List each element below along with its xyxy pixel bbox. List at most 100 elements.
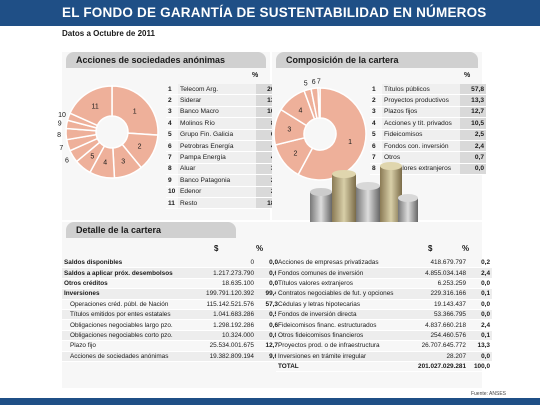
composition-pct: 12,7	[460, 106, 486, 119]
shares-number: 1	[166, 84, 178, 96]
detail-left-label: Obligaciones negociables largo pzo.	[62, 319, 190, 331]
shares-slice-label-5: 5	[90, 153, 94, 160]
detail-right-pct: 0,0	[468, 299, 492, 310]
shares-number: 3	[166, 106, 178, 119]
shares-label: Resto	[178, 197, 256, 210]
detail-right-amount: 4.855.034.148	[408, 267, 468, 279]
detail-left-row: Otros créditos 18.635.100 0,0	[62, 278, 280, 290]
shares-slice-label-4: 4	[103, 160, 107, 167]
composition-pct: 0,0	[460, 163, 486, 176]
detail-left-amount: 115.142.521.576	[190, 299, 256, 310]
detail-right-amount: 4.837.660.218	[408, 319, 468, 331]
detail-right-row: Fondos comunes de inversión 4.855.034.148…	[276, 267, 492, 279]
detail-left-row: Obligaciones negociables largo pzo. 1.298…	[62, 319, 280, 331]
composition-pct: 2,5	[460, 129, 486, 141]
left-pct-header: %	[252, 72, 259, 79]
portfolio-slice-label-6: 6	[312, 79, 316, 86]
shares-slice-label-3: 3	[121, 158, 125, 165]
composition-label: Plazos fijos	[382, 106, 460, 119]
detail-left-label: Operaciones créd. públ. de Nación	[62, 299, 190, 310]
detail-left-amount: 1.217.273.790	[190, 267, 256, 279]
detail-right-label: Otros fideicomisos financieros	[276, 330, 408, 342]
composition-label: Fondos con. inversión	[382, 140, 460, 153]
detail-right-row: Inversiones en trámite irregular 28.207 0,…	[276, 351, 492, 362]
detail-right-label: Fideicomisos financ. estructurados	[276, 319, 408, 331]
detail-left-row: Títulos emitidos por entes estatales 1.04…	[62, 309, 280, 321]
detail-table-right: Acciones de empresas privatizadas 418.679…	[276, 258, 492, 373]
composition-number: 7	[370, 151, 382, 164]
detail-left-pct: 0,0	[256, 278, 280, 290]
detail-left-pct: 99,4	[256, 288, 280, 300]
right-panel-header: Composición de la cartera	[276, 52, 478, 68]
shares-label: Aluar	[178, 163, 256, 176]
shares-label: Banco Macro	[178, 106, 256, 119]
composition-label: Tít. valores extranjeros	[382, 163, 460, 176]
shares-slice-label-2: 2	[138, 144, 142, 151]
portfolio-slice-label-7: 7	[317, 79, 321, 86]
pie-chart-shares: 1 2 3 4 5 67 8 9 10 11	[57, 85, 159, 179]
shares-number: 5	[166, 129, 178, 141]
detail-right-row: Contratos negociables de fut. y opciones…	[276, 288, 492, 300]
shares-number: 7	[166, 151, 178, 164]
detail-left-amount: 25.534.001.675	[190, 340, 256, 352]
detail-left-amount: 19.382.809.194	[190, 351, 256, 362]
detail-left-pct: 0,0	[256, 330, 280, 342]
detail-left-pct: 12,7	[256, 340, 280, 352]
shares-row: 2Siderar13,0	[166, 94, 282, 107]
date-label: Datos a Octubre de 2011	[62, 29, 155, 38]
detail-left-pct: 0,6	[256, 319, 280, 331]
composition-number: 6	[370, 140, 382, 153]
shares-slice-11	[69, 85, 113, 127]
shares-slice-label-11: 11	[92, 103, 99, 110]
detail-left-amount: 10.324.000	[190, 330, 256, 342]
detail-right-label: Inversiones en trámite irregular	[276, 351, 408, 362]
total-row: TOTAL 201.027.029.281 100,0	[276, 360, 492, 373]
shares-slice-label-10: 10	[58, 112, 66, 119]
shares-slice-label-6: 6	[65, 158, 69, 165]
composition-row: 1 Títulos públicos 57,8	[370, 84, 486, 96]
composition-row: 5 Fideicomisos 2,5	[370, 129, 486, 141]
total-amount: 201.027.029.281	[408, 360, 468, 373]
detail-right-pct-header: %	[462, 244, 470, 253]
composition-number: 8	[370, 163, 382, 176]
portfolio-slice-label-5: 5	[304, 80, 308, 87]
composition-number: 5	[370, 129, 382, 141]
right-pct-header: %	[464, 72, 471, 79]
detail-left-label: Títulos emitidos por entes estatales	[62, 309, 190, 321]
detail-right-pct: 0,0	[468, 309, 492, 321]
shares-number: 6	[166, 140, 178, 153]
composition-label: Fideicomisos	[382, 129, 460, 141]
detail-left-pct: 57,3	[256, 299, 280, 310]
composition-row: 8 Tít. valores extranjeros 0,0	[370, 163, 486, 176]
detail-left-amount: 1.041.683.286	[190, 309, 256, 321]
composition-table: 1 Títulos públicos 57,8 2 Proyectos producti…	[370, 84, 486, 176]
detail-right-row: Acciones de empresas privatizadas 418.679…	[276, 258, 492, 269]
shares-number: 11	[166, 197, 178, 210]
shares-row: 11Resto18,3	[166, 197, 282, 210]
shares-slice-label-8: 8	[57, 132, 61, 139]
bottom-bar	[0, 398, 540, 405]
detail-right-label: Fondos comunes de inversión	[276, 267, 408, 279]
detail-left-label: Otros créditos	[62, 278, 190, 290]
shares-slice-label-9: 9	[58, 121, 62, 128]
detail-right-row: Fideicomisos financ. estructurados 4.837.…	[276, 319, 492, 331]
shares-label: Pampa Energía	[178, 151, 256, 164]
composition-pct: 13,3	[460, 94, 486, 107]
shares-label: Molinos Río	[178, 117, 256, 130]
composition-pct: 2,4	[460, 140, 486, 153]
detail-right-amount: 254.460.576	[408, 330, 468, 342]
composition-number: 4	[370, 117, 382, 130]
detail-left-amount: 0	[190, 258, 256, 269]
detail-left-amount: 199.791.120.392	[190, 288, 256, 300]
portfolio-slice-1	[297, 87, 367, 181]
detail-left-pct: 0,0	[256, 258, 280, 269]
detail-right-label: Cédulas y letras hipotecarias	[276, 299, 408, 310]
detail-right-row: Fondos de inversión directa 53.366.795 0,0	[276, 309, 492, 321]
